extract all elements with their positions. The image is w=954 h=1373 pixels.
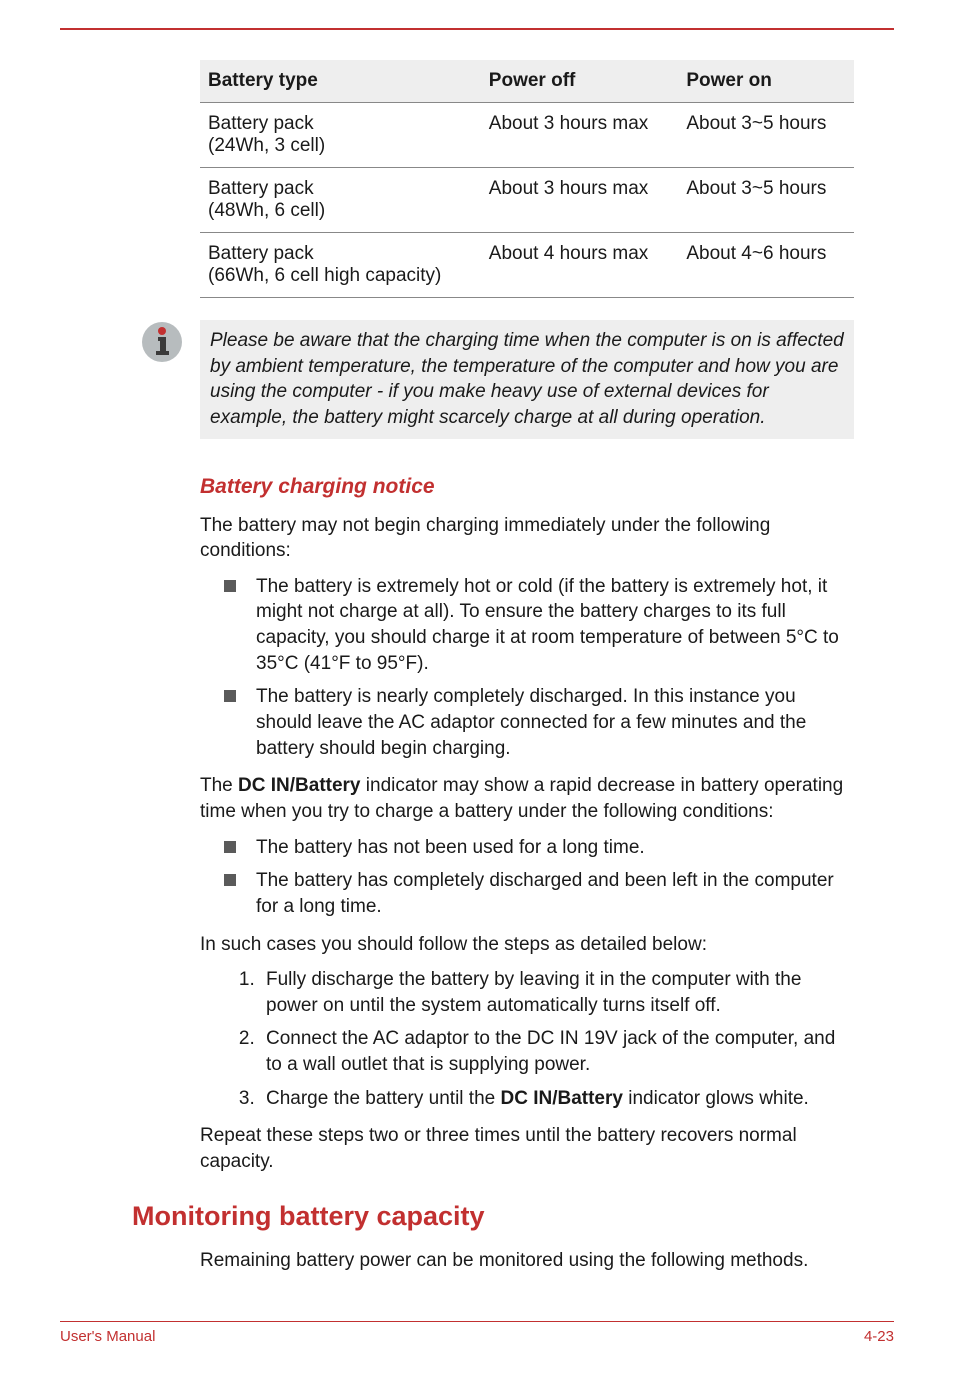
list-item: The battery has not been used for a long…: [234, 835, 854, 861]
footer-page-number: 4-23: [864, 1328, 894, 1345]
col-header-battery-type: Battery type: [200, 60, 481, 103]
info-icon: [140, 320, 200, 369]
col-header-power-off: Power off: [481, 60, 679, 103]
bullet-list-1: The battery is extremely hot or cold (if…: [200, 574, 854, 761]
table-row: Battery pack (48Wh, 6 cell) About 3 hour…: [200, 168, 854, 233]
battery-charge-table: Battery type Power off Power on Battery …: [200, 60, 854, 298]
cell-power-off: About 3 hours max: [481, 168, 679, 233]
cell-battery-type: Battery pack (48Wh, 6 cell): [200, 168, 481, 233]
list-item: Fully discharge the battery by leaving i…: [260, 967, 854, 1018]
text-fragment: The: [200, 775, 238, 796]
cell-power-on: About 3~5 hours: [678, 103, 854, 168]
bold-text: DC IN/Battery: [238, 775, 360, 796]
cell-battery-type: Battery pack (66Wh, 6 cell high capacity…: [200, 233, 481, 298]
text-fragment: indicator glows white.: [623, 1088, 809, 1109]
heading-monitoring-battery-capacity: Monitoring battery capacity: [132, 1201, 854, 1232]
cell-power-on: About 3~5 hours: [678, 168, 854, 233]
cell-battery-type: Battery pack (24Wh, 3 cell): [200, 103, 481, 168]
text-fragment: Charge the battery until the: [266, 1088, 500, 1109]
heading-battery-charging-notice: Battery charging notice: [200, 475, 854, 499]
cell-power-off: About 4 hours max: [481, 233, 679, 298]
page-content: Battery type Power off Power on Battery …: [0, 30, 954, 1273]
paragraph: The DC IN/Battery indicator may show a r…: [200, 773, 854, 824]
paragraph: Remaining battery power can be monitored…: [200, 1248, 854, 1274]
list-item: Charge the battery until the DC IN/Batte…: [260, 1086, 854, 1112]
footer-left: User's Manual: [60, 1328, 155, 1345]
list-item: The battery is extremely hot or cold (if…: [234, 574, 854, 677]
cell-power-on: About 4~6 hours: [678, 233, 854, 298]
table-row: Battery pack (66Wh, 6 cell high capacity…: [200, 233, 854, 298]
table-header-row: Battery type Power off Power on: [200, 60, 854, 103]
col-header-power-on: Power on: [678, 60, 854, 103]
page-footer: User's Manual 4-23: [60, 1321, 894, 1345]
bold-text: DC IN/Battery: [500, 1088, 622, 1109]
list-item: The battery has completely discharged an…: [234, 868, 854, 919]
cell-power-off: About 3 hours max: [481, 103, 679, 168]
numbered-steps: Fully discharge the battery by leaving i…: [200, 967, 854, 1111]
paragraph: In such cases you should follow the step…: [200, 932, 854, 958]
paragraph: The battery may not begin charging immed…: [200, 513, 854, 564]
table-row: Battery pack (24Wh, 3 cell) About 3 hour…: [200, 103, 854, 168]
note-callout: Please be aware that the charging time w…: [200, 320, 854, 439]
note-text: Please be aware that the charging time w…: [200, 320, 854, 439]
bullet-list-2: The battery has not been used for a long…: [200, 835, 854, 920]
list-item: The battery is nearly completely dischar…: [234, 684, 854, 761]
list-item: Connect the AC adaptor to the DC IN 19V …: [260, 1026, 854, 1077]
paragraph: Repeat these steps two or three times un…: [200, 1123, 854, 1174]
